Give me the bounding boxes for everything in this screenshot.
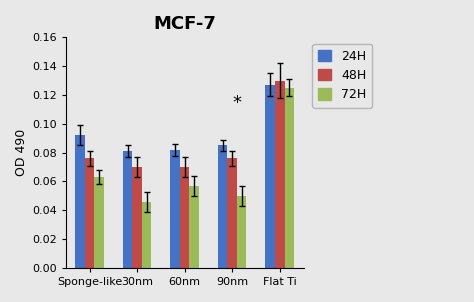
Bar [142,202,152,268]
Bar [171,150,180,268]
Bar [218,146,228,268]
Bar [190,186,199,268]
Bar [265,85,275,268]
Bar [132,167,142,268]
Bar [85,159,94,268]
Legend: 24H, 48H, 72H: 24H, 48H, 72H [312,43,373,108]
Bar [180,167,190,268]
Text: *: * [232,94,241,112]
Y-axis label: OD 490: OD 490 [15,129,28,176]
Bar [123,151,132,268]
Bar [284,88,294,268]
Bar [228,159,237,268]
Bar [75,135,85,268]
Bar [94,177,104,268]
Title: MCF-7: MCF-7 [153,15,216,33]
Bar [275,81,284,268]
Bar [237,196,246,268]
